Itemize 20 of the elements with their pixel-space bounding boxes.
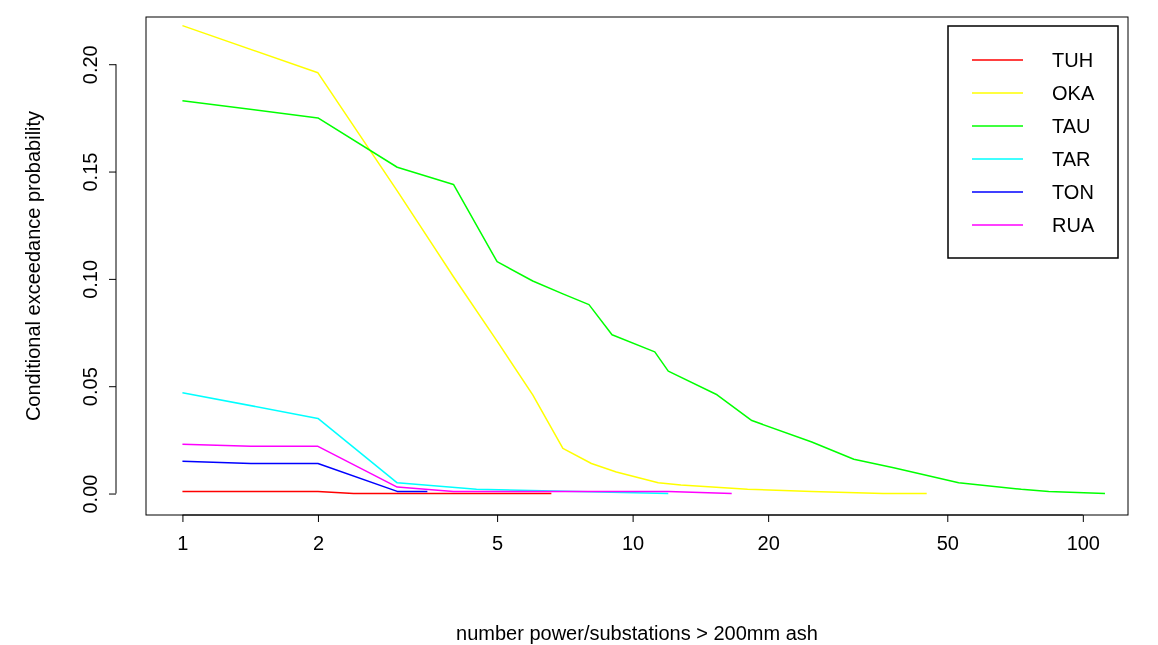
legend-label: OKA (1052, 82, 1095, 104)
y-tick-label: 0.05 (79, 367, 101, 407)
legend-label: RUA (1052, 214, 1095, 236)
x-tick-label: 10 (622, 532, 645, 555)
x-tick-label: 1 (177, 532, 189, 555)
x-axis-title: number power/substations > 200mm ash (456, 622, 818, 644)
legend-label: TUH (1052, 49, 1094, 71)
y-tick-label: 0.00 (79, 474, 101, 514)
x-tick-label: 100 (1066, 532, 1100, 555)
y-axis-title: Conditional exceedance probability (22, 110, 44, 422)
y-tick-label: 0.20 (79, 45, 101, 85)
y-tick-label: 0.10 (79, 259, 101, 299)
x-tick-label: 5 (492, 532, 504, 555)
y-tick-label: 0.15 (79, 152, 101, 192)
x-tick-label: 2 (312, 532, 325, 555)
legend-label: TAR (1052, 148, 1091, 170)
x-tick-label: 20 (757, 532, 780, 555)
x-tick-label: 50 (936, 532, 959, 555)
legend-label: TON (1052, 181, 1094, 203)
legend-label: TAU (1052, 115, 1091, 137)
